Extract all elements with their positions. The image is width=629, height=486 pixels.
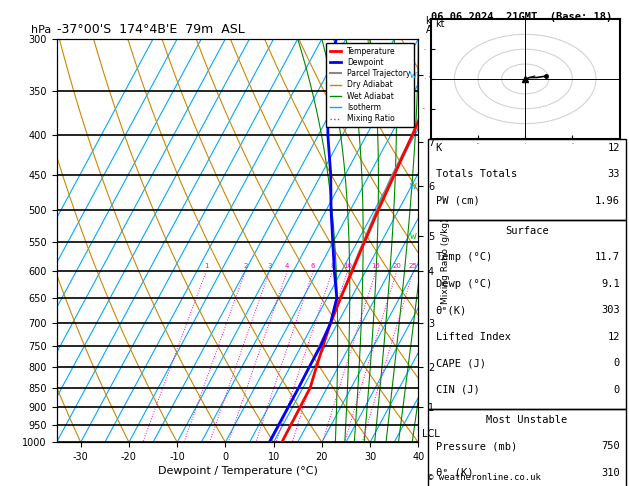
Text: Lifted Index: Lifted Index (436, 332, 511, 342)
Text: 303: 303 (601, 305, 620, 315)
Text: θᵉ(K): θᵉ(K) (436, 305, 467, 315)
Text: PW (cm): PW (cm) (436, 196, 479, 206)
Text: 12: 12 (608, 332, 620, 342)
Text: 9.1: 9.1 (601, 278, 620, 289)
Text: Surface: Surface (505, 226, 548, 236)
Text: -37°00'S  174°4B'E  79m  ASL: -37°00'S 174°4B'E 79m ASL (57, 23, 244, 36)
Text: 10: 10 (343, 263, 352, 269)
Text: LCL: LCL (422, 429, 440, 439)
Bar (428, 409, 626, 486)
Text: Mixing Ratio (g/kg): Mixing Ratio (g/kg) (441, 218, 450, 304)
Text: 12: 12 (608, 143, 620, 153)
Text: 15: 15 (372, 263, 381, 269)
Text: 11.7: 11.7 (595, 252, 620, 262)
Text: K: K (436, 143, 442, 153)
Text: θᵉ (K): θᵉ (K) (436, 468, 473, 478)
Text: 3: 3 (267, 263, 272, 269)
Text: 8: 8 (330, 263, 335, 269)
Text: hPa: hPa (31, 25, 52, 35)
Text: w: w (410, 231, 417, 241)
Text: 310: 310 (601, 468, 620, 478)
Text: w: w (410, 70, 417, 80)
Text: kt: kt (435, 19, 445, 29)
Text: Dewp (°C): Dewp (°C) (436, 278, 492, 289)
Text: km
ASL: km ASL (425, 16, 444, 35)
Text: 4: 4 (285, 263, 289, 269)
Text: 25: 25 (409, 263, 418, 269)
Bar (428, 139, 626, 220)
Text: Most Unstable: Most Unstable (486, 415, 567, 425)
Text: 20: 20 (392, 263, 401, 269)
Text: 1: 1 (204, 263, 209, 269)
Text: 06.06.2024  21GMT  (Base: 18): 06.06.2024 21GMT (Base: 18) (431, 12, 612, 22)
Legend: Temperature, Dewpoint, Parcel Trajectory, Dry Adiabat, Wet Adiabat, Isotherm, Mi: Temperature, Dewpoint, Parcel Trajectory… (326, 43, 415, 127)
Text: Totals Totals: Totals Totals (436, 169, 517, 179)
Text: Pressure (mb): Pressure (mb) (436, 441, 517, 451)
Text: 2: 2 (243, 263, 248, 269)
Text: 6: 6 (311, 263, 316, 269)
Text: © weatheronline.co.uk: © weatheronline.co.uk (428, 473, 540, 482)
Text: 33: 33 (608, 169, 620, 179)
Text: Temp (°C): Temp (°C) (436, 252, 492, 262)
X-axis label: Dewpoint / Temperature (°C): Dewpoint / Temperature (°C) (157, 466, 318, 476)
Text: w: w (410, 181, 417, 191)
Text: CAPE (J): CAPE (J) (436, 358, 486, 368)
Text: 0: 0 (614, 385, 620, 395)
Text: CIN (J): CIN (J) (436, 385, 479, 395)
Text: 750: 750 (601, 441, 620, 451)
Text: 0: 0 (614, 358, 620, 368)
Text: 1.96: 1.96 (595, 196, 620, 206)
Bar (428, 220, 626, 409)
